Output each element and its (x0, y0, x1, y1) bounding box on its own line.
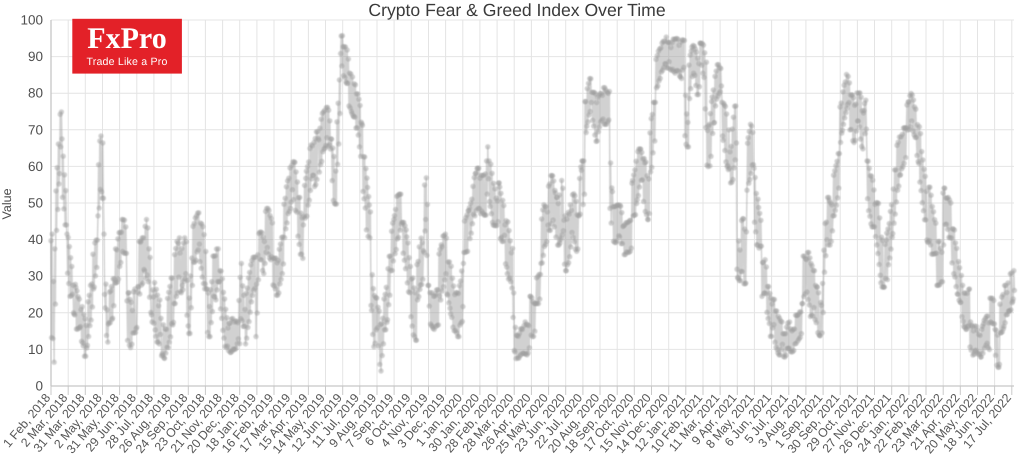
svg-text:10: 10 (28, 342, 43, 357)
svg-text:Crypto Fear & Greed Index Over: Crypto Fear & Greed Index Over Time (368, 0, 665, 20)
svg-text:100: 100 (20, 13, 43, 28)
svg-text:50: 50 (28, 196, 43, 211)
svg-text:20: 20 (28, 305, 43, 320)
svg-text:70: 70 (28, 122, 43, 137)
svg-text:60: 60 (28, 159, 43, 174)
svg-text:40: 40 (28, 232, 43, 247)
svg-text:FxPro: FxPro (87, 22, 166, 55)
svg-text:90: 90 (28, 49, 43, 64)
svg-text:Value: Value (0, 188, 14, 219)
svg-text:Trade Like a Pro: Trade Like a Pro (86, 56, 167, 68)
svg-text:0: 0 (35, 379, 43, 394)
svg-text:30: 30 (28, 269, 43, 284)
svg-text:80: 80 (28, 86, 43, 101)
